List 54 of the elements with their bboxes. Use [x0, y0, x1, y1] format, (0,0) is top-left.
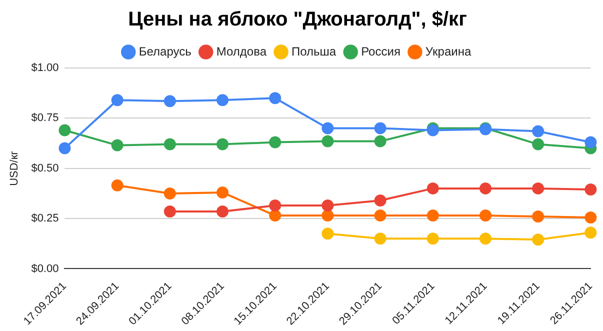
y-axis-title: USD/кг	[8, 150, 21, 186]
point	[111, 139, 124, 152]
legend-label: Россия	[361, 44, 400, 58]
point	[322, 200, 334, 212]
point	[584, 183, 597, 196]
y-tick-label: $0.00	[31, 262, 59, 275]
point	[426, 182, 439, 194]
point	[216, 186, 229, 198]
point	[584, 226, 597, 239]
y-tick-label: $0.75	[31, 112, 59, 124]
point	[164, 138, 176, 150]
y-tick-label: $1.00	[31, 62, 59, 74]
point	[322, 122, 334, 134]
point	[426, 210, 439, 222]
point	[479, 232, 492, 245]
point	[322, 228, 334, 240]
point	[216, 94, 229, 106]
point	[322, 210, 334, 222]
point	[164, 187, 176, 200]
point	[532, 138, 544, 150]
point	[269, 210, 282, 222]
point	[374, 122, 386, 134]
point	[374, 194, 386, 206]
point	[58, 124, 71, 136]
legend-label: Беларусь	[138, 44, 192, 58]
legend-label: Молдова	[216, 44, 267, 58]
point	[269, 200, 282, 212]
y-tick-label: $0.25	[31, 212, 59, 225]
point	[216, 206, 229, 218]
point	[58, 142, 71, 154]
point	[164, 206, 176, 218]
point	[111, 94, 124, 106]
point	[374, 135, 386, 148]
chart-title: Цены на яблоко "Джонаголд", $/кг	[128, 8, 467, 31]
legend-label: Польша	[291, 44, 336, 58]
point	[532, 234, 544, 246]
point	[164, 95, 176, 108]
point	[426, 232, 439, 245]
point	[532, 182, 544, 194]
y-tick-label: $0.50	[31, 162, 59, 174]
point	[322, 135, 334, 148]
point	[111, 179, 124, 192]
point	[216, 138, 229, 150]
point	[269, 136, 282, 148]
point	[479, 210, 492, 222]
point	[269, 92, 282, 104]
point	[374, 232, 386, 245]
point	[374, 210, 386, 222]
point	[532, 210, 544, 223]
point	[584, 136, 597, 148]
point	[584, 212, 597, 224]
point	[479, 182, 492, 194]
point	[532, 125, 544, 138]
legend-label: Украина	[425, 44, 472, 58]
